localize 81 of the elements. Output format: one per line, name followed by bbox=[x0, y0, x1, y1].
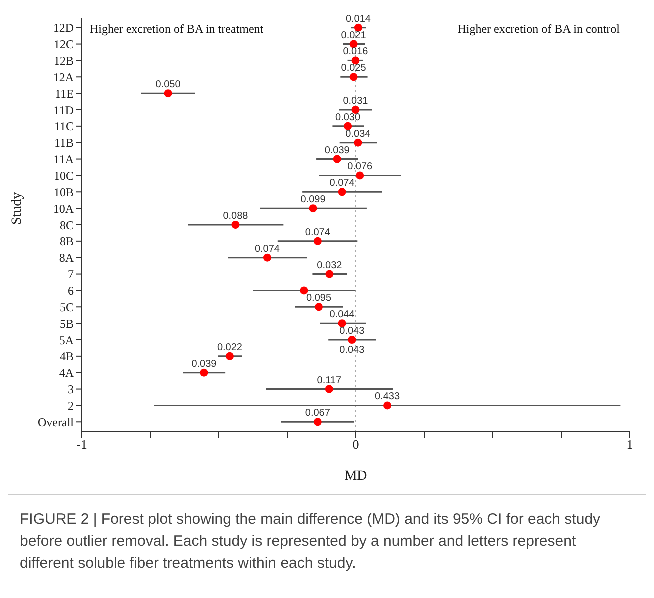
y-tick-label: 11E bbox=[55, 86, 74, 101]
annotation: 0.025 bbox=[341, 63, 367, 74]
point bbox=[338, 320, 346, 328]
point bbox=[314, 237, 322, 246]
y-tick-label: 4B bbox=[60, 350, 74, 364]
point bbox=[326, 270, 334, 278]
point bbox=[264, 254, 272, 262]
y-tick-label: 12D bbox=[53, 21, 74, 36]
y-tick-label: 11C bbox=[54, 120, 74, 134]
annotation: Higher excretion of BA in control bbox=[458, 22, 620, 37]
annotation: 0.022 bbox=[217, 342, 243, 354]
point bbox=[350, 73, 358, 82]
annotation: 0.014 bbox=[346, 14, 372, 25]
point bbox=[354, 138, 362, 147]
annotation: 0.088 bbox=[223, 211, 249, 222]
annotation: 0.433 bbox=[374, 392, 400, 403]
y-tick-label: Overall bbox=[38, 415, 75, 430]
point bbox=[164, 90, 172, 98]
point bbox=[315, 303, 324, 312]
y-tick-label: 10B bbox=[54, 185, 74, 200]
annotation: 0.016 bbox=[343, 46, 369, 58]
annotation: 0.031 bbox=[343, 96, 369, 107]
y-tick-label: 10C bbox=[54, 168, 74, 183]
annotation: 0.021 bbox=[341, 30, 367, 42]
point bbox=[232, 221, 240, 229]
point bbox=[300, 286, 308, 295]
annotation: 0.039 bbox=[192, 358, 218, 370]
y-tick-label: 8A bbox=[59, 251, 74, 266]
y-tick-label: 6 bbox=[68, 284, 74, 298]
annotation: 0.074 bbox=[254, 244, 280, 255]
point bbox=[384, 402, 392, 410]
y-tick-label: 11D bbox=[54, 103, 74, 118]
y-tick-label: 12B bbox=[54, 54, 74, 68]
y-tick-label: 11A bbox=[54, 152, 74, 167]
y-tick-label: 5C bbox=[60, 300, 74, 314]
annotation: 0.117 bbox=[317, 375, 342, 386]
x-axis-title: MD bbox=[344, 469, 368, 484]
annotation: 0.043 bbox=[340, 326, 366, 337]
y-tick-label: 10A bbox=[53, 202, 74, 216]
annotation: 0.032 bbox=[317, 260, 343, 272]
annotation: 0.099 bbox=[300, 194, 326, 206]
point bbox=[356, 172, 364, 180]
annotation: 0.050 bbox=[156, 80, 182, 91]
y-tick-label: 5A bbox=[59, 333, 74, 348]
y-tick-label: 2 bbox=[68, 398, 74, 413]
y-tick-label: 8C bbox=[60, 218, 74, 232]
annotation: 0.095 bbox=[306, 293, 332, 304]
annotation: 0.030 bbox=[336, 112, 361, 124]
y-tick-label: 8B bbox=[60, 234, 74, 249]
point bbox=[226, 352, 234, 360]
point bbox=[352, 106, 360, 114]
annotation: 0.076 bbox=[348, 162, 374, 173]
y-tick-label: 4A bbox=[59, 366, 74, 380]
annotation: 0.074 bbox=[330, 178, 356, 190]
annotation: Higher excretion of BA in treatment bbox=[90, 22, 264, 37]
point bbox=[348, 336, 356, 344]
point bbox=[354, 24, 362, 32]
y-tick-label: 11B bbox=[54, 136, 74, 150]
y-tick-label: 12A bbox=[53, 70, 74, 84]
point bbox=[314, 418, 322, 426]
annotation: 0.034 bbox=[346, 128, 372, 140]
y-tick-label: 12C bbox=[54, 38, 74, 52]
annotation: 0.044 bbox=[330, 310, 356, 321]
point bbox=[333, 155, 342, 164]
x-tick-label: 1 bbox=[626, 437, 634, 452]
point bbox=[200, 368, 208, 377]
y-tick-label: 3 bbox=[68, 382, 74, 397]
point bbox=[325, 385, 334, 394]
x-tick-label: -1 bbox=[76, 437, 88, 452]
annotation: 0.074 bbox=[305, 227, 331, 238]
annotation: 0.043 bbox=[340, 345, 366, 356]
point bbox=[309, 204, 318, 213]
y-tick-label: 5B bbox=[60, 316, 74, 331]
y-axis-title: Study bbox=[10, 192, 25, 225]
annotation: 0.039 bbox=[324, 145, 350, 156]
y-tick-label: 7 bbox=[68, 268, 74, 282]
x-tick-label: 0 bbox=[352, 437, 360, 452]
point bbox=[344, 122, 352, 130]
annotation: 0.067 bbox=[305, 408, 331, 420]
caption: FIGURE 2 | Forest plot showing the main difference (MD) and its 95% CI for each study before outlier removal. Each study is represented by a number and letters represent different soluble fiber treatments within each study. bbox=[8, 494, 646, 588]
point bbox=[338, 188, 346, 196]
